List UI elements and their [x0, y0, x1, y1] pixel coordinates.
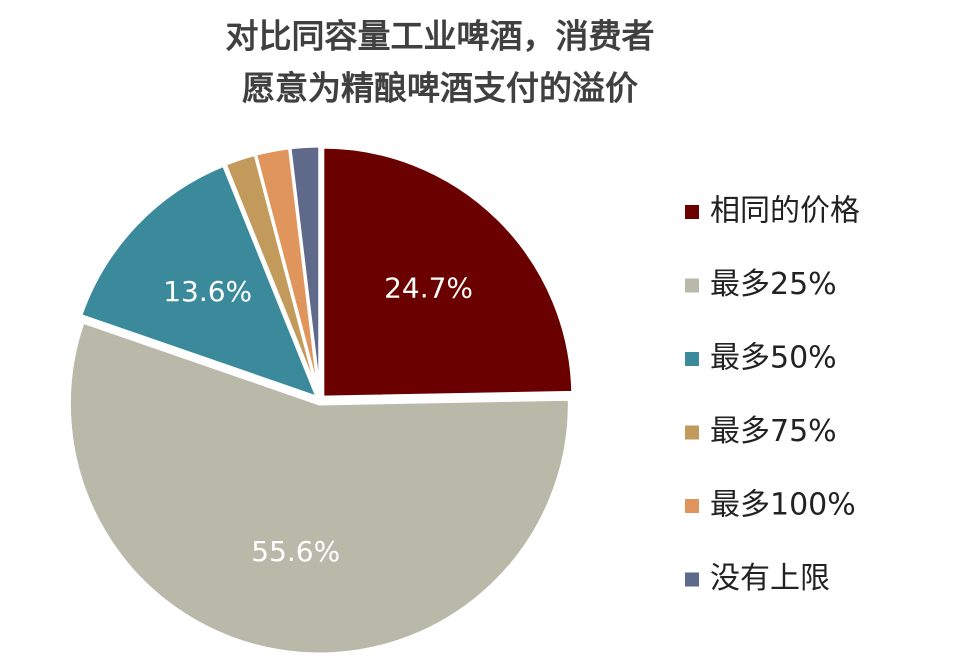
- chart-title: 愿意为精酿啤酒支付的溢价: [242, 69, 638, 108]
- legend-label: 最多75%: [710, 414, 837, 449]
- pie-slice: [67, 320, 571, 656]
- legend-swatch: [685, 572, 699, 587]
- legend-label: 最多25%: [710, 267, 837, 302]
- legend-swatch: [685, 205, 699, 219]
- legend-label: 相同的价格: [710, 194, 860, 229]
- legend-label: 最多50%: [710, 341, 837, 376]
- legend-swatch: [685, 425, 699, 440]
- pie-slice: [321, 145, 575, 399]
- data-label: 24.7%: [384, 271, 473, 304]
- pie-slice: [288, 144, 322, 397]
- chart-title: 对比同容量工业啤酒，消费者: [226, 17, 655, 56]
- legend-swatch: [685, 499, 699, 513]
- data-label: 55.6%: [251, 535, 340, 568]
- legend-swatch: [685, 352, 699, 366]
- data-label: 13.6%: [163, 275, 252, 308]
- legend-swatch: [685, 278, 699, 293]
- legend-label: 最多100%: [710, 488, 856, 523]
- pie-slice: [78, 163, 320, 400]
- legend-label: 没有上限: [710, 561, 830, 596]
